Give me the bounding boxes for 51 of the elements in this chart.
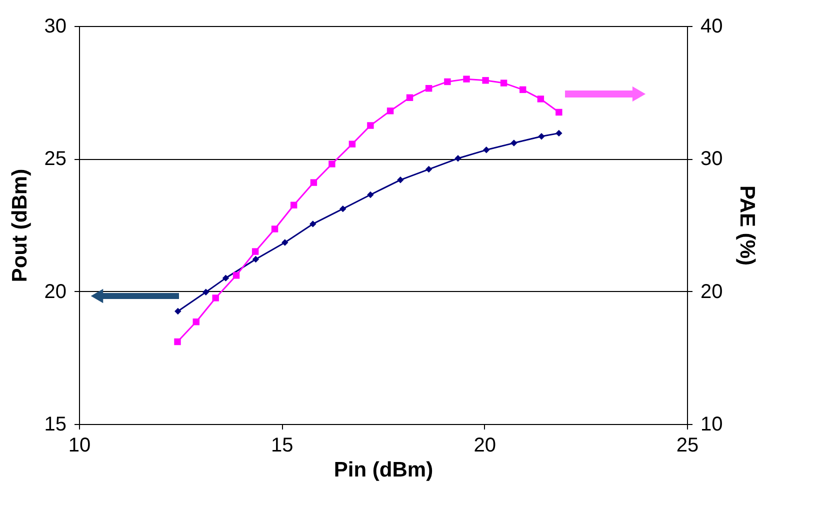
y2-tick-label: 10 <box>700 414 723 436</box>
point <box>367 191 374 198</box>
point <box>406 94 414 101</box>
point <box>367 122 374 129</box>
y-tick-label: 30 <box>44 16 66 38</box>
y-axis-title: Pout (dBm) <box>8 168 32 282</box>
point <box>556 130 562 137</box>
point <box>556 108 562 116</box>
point <box>482 77 489 84</box>
point <box>397 176 404 184</box>
point <box>348 140 356 148</box>
point <box>310 220 316 228</box>
point <box>444 78 451 86</box>
point <box>510 140 518 146</box>
point <box>271 226 278 232</box>
point <box>290 202 298 208</box>
y-tick-label: 25 <box>44 148 66 170</box>
y-tick-label: 15 <box>44 414 66 436</box>
point <box>425 166 432 173</box>
point <box>328 160 336 168</box>
point <box>192 318 200 326</box>
y2-tick-label: 20 <box>700 280 723 303</box>
point <box>310 179 318 186</box>
point <box>340 205 346 212</box>
point <box>222 274 230 282</box>
y-tick-label: 20 <box>44 280 66 303</box>
point <box>252 248 259 255</box>
point <box>174 308 182 315</box>
point <box>174 338 181 346</box>
x-tick-label: 25 <box>676 434 699 456</box>
y2-tick-label: 30 <box>700 148 723 170</box>
point <box>282 239 288 246</box>
point <box>425 85 432 92</box>
x-tick-label: 20 <box>474 434 496 456</box>
y2-tick-label: 40 <box>700 16 723 38</box>
x-tick-label: 10 <box>68 434 91 456</box>
point <box>252 256 260 263</box>
point <box>483 146 490 154</box>
point <box>386 108 394 114</box>
x-axis-title: Pin (dBm) <box>334 458 434 482</box>
point <box>202 288 210 296</box>
point <box>537 96 544 102</box>
point <box>454 155 462 162</box>
point <box>519 86 526 94</box>
point <box>212 294 219 302</box>
point <box>538 133 545 140</box>
point <box>463 76 470 82</box>
point <box>232 272 240 279</box>
y2-axis-title: PAE (%) <box>736 185 759 266</box>
point <box>500 80 508 86</box>
x-tick-label: 15 <box>271 434 294 456</box>
